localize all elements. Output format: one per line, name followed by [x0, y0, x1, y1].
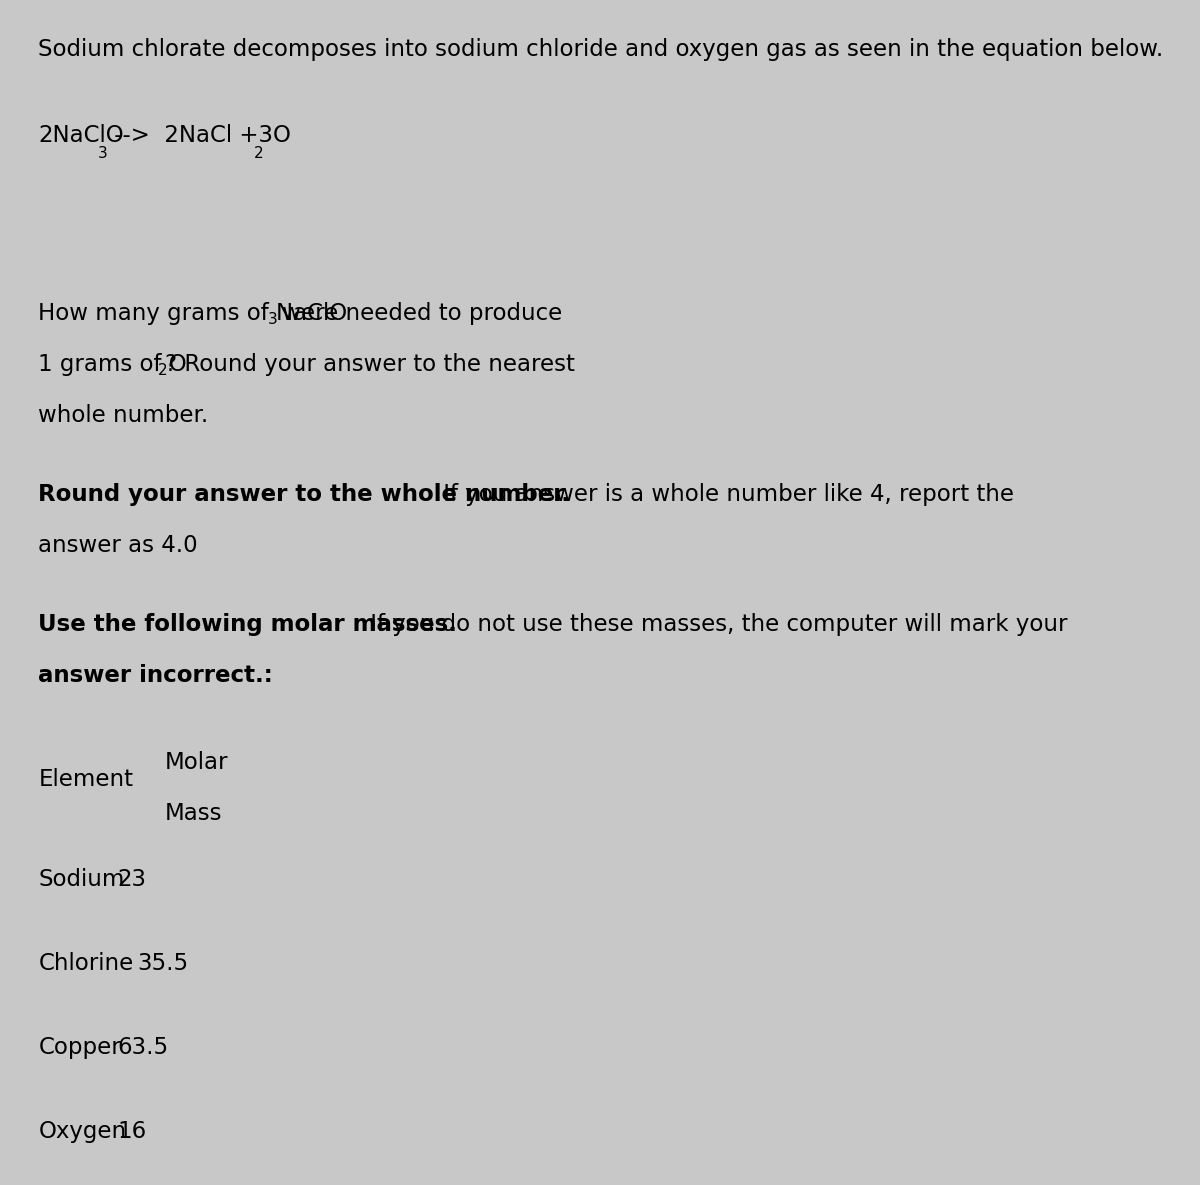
Text: If you answer is a whole number like 4, report the: If you answer is a whole number like 4, … [436, 483, 1014, 506]
Text: 2: 2 [253, 146, 263, 161]
Text: 2NaClO: 2NaClO [38, 124, 124, 147]
Text: 63.5: 63.5 [118, 1036, 169, 1059]
Text: answer as 4.0: answer as 4.0 [38, 534, 198, 557]
Text: Element: Element [38, 768, 133, 792]
Text: were needed to produce: were needed to produce [275, 302, 562, 325]
Text: Round your answer to the whole number.: Round your answer to the whole number. [38, 483, 570, 506]
Text: Copper: Copper [38, 1036, 121, 1059]
Text: 23: 23 [118, 867, 146, 891]
Text: 16: 16 [118, 1120, 146, 1144]
Text: 2: 2 [158, 363, 168, 378]
Text: whole number.: whole number. [38, 404, 209, 427]
Text: 3: 3 [268, 312, 277, 327]
Text: How many grams of NaClO: How many grams of NaClO [38, 302, 348, 325]
Text: If you do not use these masses, the computer will mark your: If you do not use these masses, the comp… [362, 613, 1067, 636]
Text: Sodium: Sodium [38, 867, 125, 891]
Text: Sodium chlorate decomposes into sodium chloride and oxygen gas as seen in the eq: Sodium chlorate decomposes into sodium c… [38, 38, 1164, 60]
Text: 1 grams of O: 1 grams of O [38, 353, 187, 376]
Text: Oxygen: Oxygen [38, 1120, 126, 1144]
Text: ? Round your answer to the nearest: ? Round your answer to the nearest [166, 353, 575, 376]
Text: 35.5: 35.5 [138, 952, 188, 975]
Text: Use the following molar masses.: Use the following molar masses. [38, 613, 457, 636]
Text: Molar: Molar [164, 750, 228, 774]
Text: 3: 3 [98, 146, 108, 161]
Text: Chlorine: Chlorine [38, 952, 133, 975]
Text: answer incorrect.:: answer incorrect.: [38, 664, 274, 687]
Text: Mass: Mass [164, 801, 222, 825]
Text: -->  2NaCl +3O: --> 2NaCl +3O [107, 124, 290, 147]
